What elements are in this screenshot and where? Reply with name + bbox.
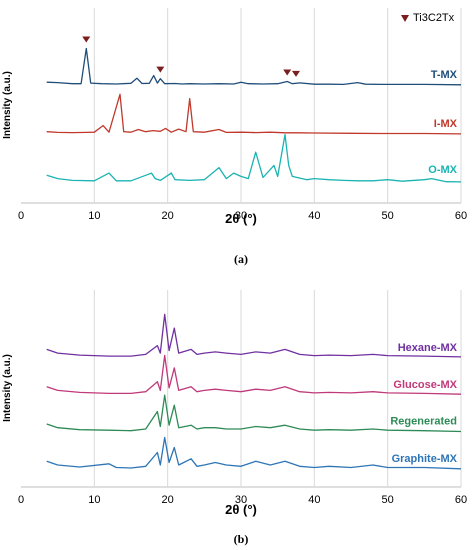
- series-line-i-mx: [46, 93, 462, 135]
- series-line-o-mx: [46, 133, 462, 183]
- x-tick-label: 0: [18, 210, 24, 222]
- x-axis-title: 2θ (°): [225, 211, 257, 226]
- peak-marker-icon: [82, 36, 91, 43]
- x-tick-label: 30: [235, 210, 247, 222]
- series-label: I-MX: [434, 118, 458, 130]
- series-label: T-MX: [431, 69, 458, 81]
- legend-label: Ti3C2Tx: [413, 12, 455, 24]
- series-line-graphite-mx: [46, 436, 462, 470]
- x-tick-label: 20: [162, 210, 174, 222]
- series-line-t-mx: [46, 47, 462, 86]
- series-label: Graphite-MX: [392, 453, 458, 465]
- legend-marker-icon: [401, 15, 409, 22]
- x-tick-label: 50: [382, 210, 394, 222]
- series-label: Regenerated: [390, 415, 457, 427]
- peak-marker-icon: [156, 66, 165, 73]
- series-label: O-MX: [428, 164, 457, 176]
- x-tick-label: 30: [235, 494, 247, 506]
- x-tick-label: 10: [88, 494, 100, 506]
- x-tick-label: 40: [308, 494, 320, 506]
- panel-caption: (b): [234, 532, 249, 546]
- x-tick-label: 60: [455, 210, 467, 222]
- series-label: Glucose-MX: [393, 379, 457, 391]
- x-axis-title: 2θ (°): [225, 502, 257, 517]
- series-line-glucose-mx: [46, 354, 462, 395]
- panel-b-xrd-chart: 0 10 20 30 40 50 60 2θ (°) Intensity (a.u.) Hexan…: [2, 290, 467, 546]
- x-tick-label: 10: [88, 210, 100, 222]
- series-line-regenerated: [46, 394, 462, 433]
- peak-marker-icon: [292, 70, 300, 77]
- x-tick-label: 20: [162, 494, 174, 506]
- x-tick-label: 0: [18, 494, 24, 506]
- y-axis-title: Intensity (a.u.): [2, 71, 13, 139]
- panel-a-xrd-chart: 0 10 20 30 40 50 60 2θ (°) Intensity (a.u.) T-MX I…: [2, 8, 467, 266]
- series-line-hexane-mx: [46, 313, 462, 358]
- x-tick-label: 40: [308, 210, 320, 222]
- y-axis-title: Intensity (a.u.): [2, 354, 13, 422]
- peak-marker-icon: [283, 69, 292, 76]
- series-label: Hexane-MX: [398, 342, 458, 354]
- panel-caption: (a): [234, 252, 248, 266]
- x-tick-label: 60: [455, 494, 467, 506]
- x-tick-label: 50: [382, 494, 394, 506]
